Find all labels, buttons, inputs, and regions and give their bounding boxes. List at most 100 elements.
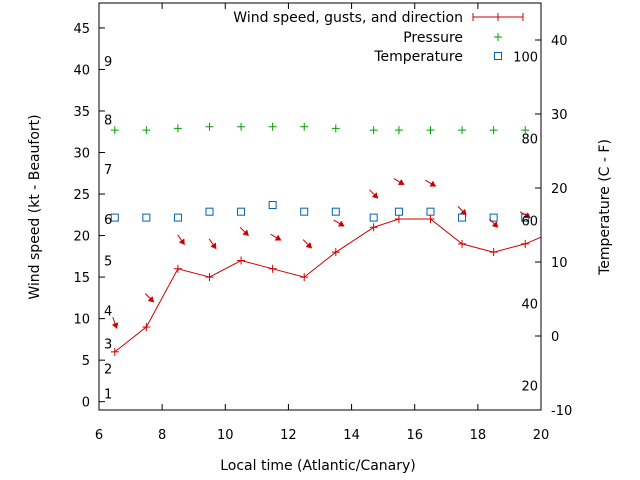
wind-direction-arrowhead [305, 241, 312, 249]
fahrenheit-label: 80 [521, 132, 538, 147]
wind-speed-point [489, 248, 498, 257]
pressure-point [394, 126, 403, 135]
temperature-point [110, 213, 119, 222]
y-tick-label: 10 [73, 313, 90, 328]
temperature-point [205, 207, 214, 216]
temperature-point [142, 213, 151, 222]
temperature-point [394, 207, 403, 216]
x-tick-label: 18 [470, 428, 487, 443]
legend-marker [494, 52, 502, 60]
pressure-point [521, 126, 530, 135]
series-layer [110, 122, 542, 356]
y2-tick-label: 40 [551, 34, 568, 49]
x-tick-label: 16 [406, 428, 423, 443]
wind-speed-point [237, 256, 246, 265]
legend-marker [494, 13, 502, 21]
y-tick-label: 15 [73, 271, 90, 286]
axes: 6 8 10 12 14 16 18 20051015202530354045-1001020… [73, 2, 572, 443]
legend: Wind speed, gusts, and direction Pressure… [233, 10, 524, 65]
wind-direction-arrowhead [147, 295, 155, 303]
x-tick-label: 8 [158, 428, 166, 443]
x-tick-label: 20 [533, 428, 550, 443]
temperature-point [268, 201, 277, 210]
wind-direction-arrowhead [491, 221, 499, 228]
beaufort-label: 3 [104, 338, 112, 353]
y-tick-label: 20 [73, 230, 90, 245]
legend-endcaps [472, 13, 524, 21]
y2-tick-label: 10 [551, 256, 568, 271]
wind-direction-arrowhead [524, 212, 531, 219]
wind-speed-point [369, 223, 378, 232]
legend-label: Pressure [403, 30, 463, 46]
y-axis-label: Wind speed (kt - Beaufort) [27, 114, 43, 299]
pressure-point [369, 126, 378, 135]
beaufort-label: 4 [104, 304, 112, 319]
wind-direction-arrowhead [178, 238, 185, 246]
x-tick-label: 14 [343, 428, 360, 443]
temperature-point [173, 213, 182, 222]
temperature-point [458, 213, 467, 222]
temperature-point [369, 213, 378, 222]
pressure-point [173, 124, 182, 133]
pressure-point [268, 122, 277, 131]
y2-axis-label: Temperature (C - F) [597, 139, 613, 276]
temperature-point [489, 213, 498, 222]
fahrenheit-label: 60 [521, 215, 538, 230]
y-tick-label: 40 [73, 63, 90, 78]
pressure-point [300, 122, 309, 131]
beaufort-label: 6 [104, 213, 112, 228]
x-axis-label: Local time (Atlantic/Canary) [220, 458, 416, 474]
wind-direction-arrowhead [210, 242, 217, 250]
temperature-point [331, 207, 340, 216]
wind-direction-arrowhead [337, 220, 345, 227]
y2-tick-label: 0 [551, 330, 559, 345]
temperature-point [426, 207, 435, 216]
y-tick-label: 30 [73, 147, 90, 162]
pressure-point [110, 126, 119, 135]
wind-speed-point [142, 322, 151, 331]
beaufort-label: 1 [104, 387, 112, 402]
temperature-point [237, 207, 246, 216]
beaufort-label: 8 [104, 113, 112, 128]
y2-tick-label: 30 [551, 108, 568, 123]
y2-tick-label: -10 [551, 404, 572, 419]
x-tick-label: 6 [95, 428, 103, 443]
wind-speed-point [300, 273, 309, 282]
beaufort-label: 9 [104, 55, 112, 70]
wind-speed-point [205, 273, 214, 282]
pressure-point [458, 126, 467, 135]
y-tick-label: 35 [73, 105, 90, 120]
legend-label: Wind speed, gusts, and direction [233, 10, 463, 26]
y-tick-label: 5 [82, 354, 90, 369]
pressure-point [237, 122, 246, 131]
wind-speed-point [521, 239, 530, 248]
wind-direction-arrowhead [397, 178, 405, 185]
y-tick-label: 25 [73, 188, 90, 203]
x-tick-label: 12 [280, 428, 297, 443]
wind-direction-arrowhead [111, 322, 119, 329]
x-tick-label: 10 [217, 428, 234, 443]
wind-speed-point [268, 264, 277, 273]
wind-speed-point [110, 347, 119, 356]
fahrenheit-label: 100 [513, 50, 538, 65]
wind-speed-point [173, 264, 182, 273]
beaufort-label: 7 [104, 163, 112, 178]
pressure-point [205, 122, 214, 131]
plot-frame [98, 2, 542, 411]
legend-label: Temperature [373, 49, 463, 65]
fahrenheit-label: 20 [521, 380, 538, 395]
fahrenheit-label: 40 [521, 297, 538, 312]
direction-arrows [111, 178, 531, 329]
pressure-point [426, 126, 435, 135]
wind-speed-point [426, 214, 435, 223]
wind-speed-point [331, 248, 340, 257]
y2-tick-label: 20 [551, 182, 568, 197]
y-tick-label: 0 [82, 396, 90, 411]
pressure-point [142, 126, 151, 135]
wind-direction-arrowhead [242, 229, 249, 237]
wind-direction-arrowhead [429, 180, 437, 187]
y-tick-label: 45 [73, 22, 90, 37]
pressure-point [489, 126, 498, 135]
beaufort-label: 2 [104, 362, 112, 377]
